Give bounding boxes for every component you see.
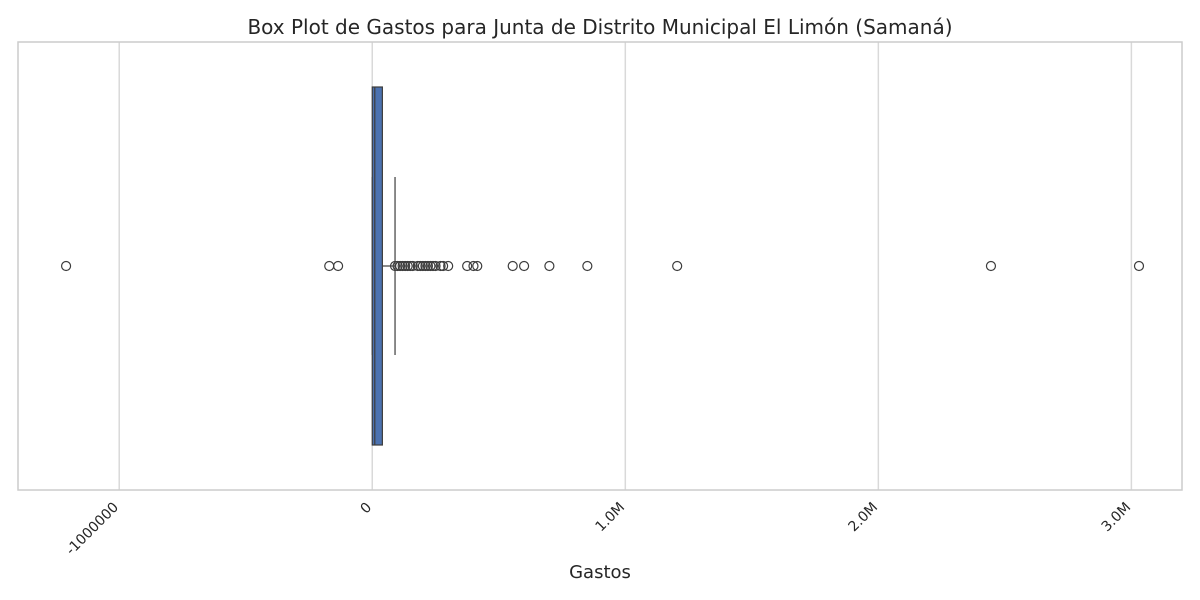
outlier-point xyxy=(402,260,413,272)
chart-title: Box Plot de Gastos para Junta de Distrit… xyxy=(247,15,952,39)
outlier-point xyxy=(438,260,449,272)
outlier-point xyxy=(397,260,408,272)
grid-lines xyxy=(118,42,1133,490)
x-tick-labels: -1000000 0 1.0M 2.0M 3.0M xyxy=(63,500,1134,559)
x-tick-label-1: 0 xyxy=(357,500,375,518)
outlier-point xyxy=(412,260,423,272)
outlier-point xyxy=(472,260,483,272)
outlier-point xyxy=(582,260,593,272)
outlier-points xyxy=(60,260,1145,272)
x-tick-label-4: 3.0M xyxy=(1099,500,1135,536)
iqr-box xyxy=(371,86,383,446)
outlier-point xyxy=(985,260,997,272)
outlier-point xyxy=(425,260,436,272)
outlier-point xyxy=(544,260,555,272)
outlier-point xyxy=(407,260,418,272)
outlier-point xyxy=(60,260,72,272)
outlier-point xyxy=(420,260,431,272)
plot-area-frame xyxy=(17,41,1183,491)
outlier-point xyxy=(405,260,416,272)
outlier-point xyxy=(427,260,439,272)
outlier-point xyxy=(462,260,473,272)
x-tick-label-0: -1000000 xyxy=(63,500,122,559)
outlier-point xyxy=(507,260,518,272)
outlier-point xyxy=(1133,260,1145,272)
outlier-point xyxy=(394,260,406,272)
outlier-point xyxy=(392,260,403,272)
outlier-point xyxy=(400,260,411,272)
outlier-point xyxy=(435,260,446,272)
outlier-point xyxy=(468,260,479,272)
x-axis-label: Gastos xyxy=(569,562,631,583)
x-tick-label-3: 2.0M xyxy=(846,500,882,536)
outlier-point xyxy=(333,260,344,272)
outlier-point xyxy=(518,260,530,272)
outlier-point xyxy=(324,260,335,272)
outlier-point xyxy=(417,260,428,272)
outlier-point xyxy=(672,260,683,272)
outlier-point xyxy=(415,260,426,272)
outlier-point xyxy=(443,260,454,272)
outlier-point xyxy=(389,260,401,272)
x-tick-label-2: 1.0M xyxy=(593,500,629,536)
box-layer xyxy=(371,86,396,446)
outlier-point xyxy=(422,260,434,272)
outlier-point xyxy=(430,260,441,272)
